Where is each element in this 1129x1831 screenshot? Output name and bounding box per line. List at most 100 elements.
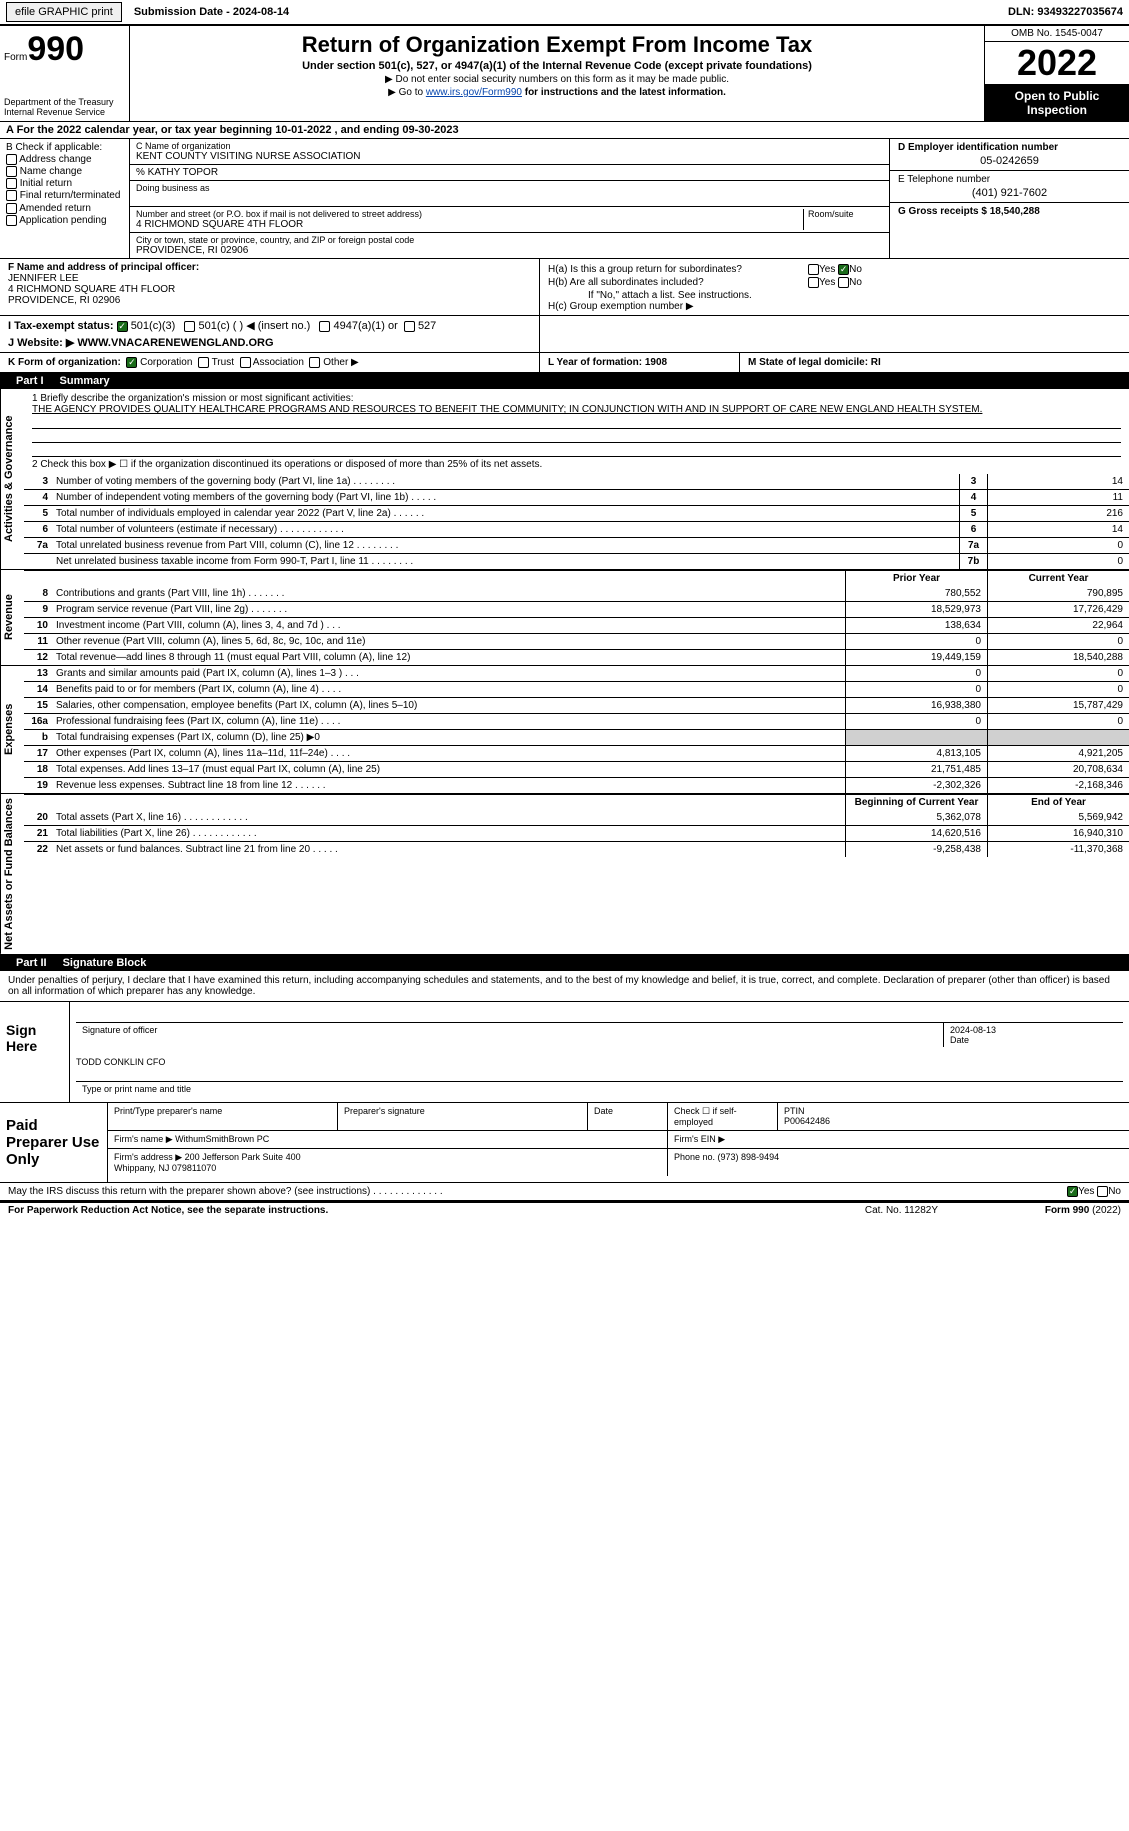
vtab-expenses: Expenses [0,666,24,793]
phone-value: (401) 921-7602 [898,185,1121,199]
gross-receipts: G Gross receipts $ 18,540,288 [898,206,1040,217]
header-right-block: OMB No. 1545-0047 2022 Open to Public In… [984,26,1129,121]
prior-year-hdr: Prior Year [845,571,987,586]
part2-header: Part II Signature Block [0,955,1129,971]
firm-name: WithumSmithBrown PC [175,1134,269,1144]
irs-link[interactable]: www.irs.gov/Form990 [426,87,522,98]
form-page-ref: Form 990 (2022) [1045,1205,1121,1216]
ein-label: D Employer identification number [898,142,1058,153]
line-9: 9Program service revenue (Part VIII, lin… [24,601,1129,617]
chk-4947[interactable] [319,321,330,332]
chk-final-return[interactable] [6,190,17,201]
chk-other[interactable] [309,357,320,368]
ha-label: H(a) Is this a group return for subordin… [548,264,808,275]
officer-addr2: PROVIDENCE, RI 02906 [8,295,531,306]
col-c-org-info: C Name of organizationKENT COUNTY VISITI… [130,139,889,258]
cat-no: Cat. No. 11282Y [865,1205,1045,1216]
section-bcd: B Check if applicable: Address change Na… [0,139,1129,259]
chk-app-pending[interactable] [6,215,17,226]
omb-number: OMB No. 1545-0047 [985,26,1129,42]
b-label: B Check if applicable: [6,142,123,153]
street-label: Number and street (or P.O. box if mail i… [136,209,803,219]
discuss-yes[interactable] [1067,1186,1078,1197]
chk-corp[interactable] [126,357,137,368]
hb-yes[interactable] [808,277,819,288]
discuss-no[interactable] [1097,1186,1108,1197]
part2-label: Part II [8,957,55,969]
prep-sig-label: Preparer's signature [338,1103,588,1130]
hc-label: H(c) Group exemption number ▶ [548,301,1121,312]
f-label: F Name and address of principal officer: [8,262,199,273]
form-note-1: ▶ Do not enter social security numbers o… [140,74,974,85]
chk-initial-return[interactable] [6,178,17,189]
line-18: 18Total expenses. Add lines 13–17 (must … [24,761,1129,777]
line-7b: Net unrelated business taxable income fr… [24,553,1129,569]
row-a-tax-year: A For the 2022 calendar year, or tax yea… [0,122,1129,139]
chk-name-change[interactable] [6,166,17,177]
chk-527[interactable] [404,321,415,332]
discuss-question: May the IRS discuss this return with the… [8,1186,1067,1197]
chk-501c3[interactable] [117,321,128,332]
line-7a: 7aTotal unrelated business revenue from … [24,537,1129,553]
dept-label: Department of the Treasury Internal Reve… [4,97,125,117]
room-label: Room/suite [808,209,883,219]
firm-name-label: Firm's name ▶ [114,1134,173,1144]
line-20: 20Total assets (Part X, line 16) . . . .… [24,810,1129,825]
self-emp-check: Check ☐ if self-employed [668,1103,778,1130]
form-number-block: Form990 Department of the Treasury Inter… [0,26,130,121]
form-note-2: ▶ Go to www.irs.gov/Form990 for instruct… [140,87,974,98]
form-subtitle: Under section 501(c), 527, or 4947(a)(1)… [140,60,974,72]
part1-label: Part I [8,375,52,387]
prep-name-label: Print/Type preparer's name [108,1103,338,1130]
vtab-revenue: Revenue [0,570,24,665]
sig-date-label: Date [950,1035,969,1045]
paperwork-notice: For Paperwork Reduction Act Notice, see … [8,1205,865,1216]
sign-here-label: Sign Here [0,1002,70,1102]
ha-no[interactable] [838,264,849,275]
line-4: 4Number of independent voting members of… [24,489,1129,505]
public-inspection: Open to Public Inspection [985,85,1129,121]
k-label: K Form of organization: [8,357,121,368]
tax-year: 2022 [985,42,1129,85]
efile-print-button[interactable]: efile GRAPHIC print [6,2,122,22]
phone-label: E Telephone number [898,174,990,185]
part1-title: Summary [60,375,110,387]
activities-governance-section: Activities & Governance 1 Briefly descri… [0,389,1129,570]
chk-amended[interactable] [6,203,17,214]
ptin-label: PTIN [784,1106,805,1116]
officer-addr1: 4 RICHMOND SQUARE 4TH FLOOR [8,284,531,295]
officer-name-title: TODD CONKLIN CFO [76,1057,1123,1067]
chk-address-change[interactable] [6,154,17,165]
firm-ein-label: Firm's EIN ▶ [668,1131,1129,1148]
org-name: KENT COUNTY VISITING NURSE ASSOCIATION [136,151,883,162]
website-label: J Website: ▶ WWW.VNACARENEWENGLAND.ORG [8,337,274,349]
line-6: 6Total number of volunteers (estimate if… [24,521,1129,537]
q1-label: 1 Briefly describe the organization's mi… [32,393,1121,404]
tax-exempt-label: I Tax-exempt status: [8,320,114,332]
col-d-ein: D Employer identification number05-02426… [889,139,1129,258]
l-year-formation: L Year of formation: 1908 [548,357,667,368]
line-5: 5Total number of individuals employed in… [24,505,1129,521]
net-assets-section: Net Assets or Fund Balances Beginning of… [0,794,1129,955]
line-16a: 16aProfessional fundraising fees (Part I… [24,713,1129,729]
part2-title: Signature Block [63,957,147,969]
line-14: 14Benefits paid to or for members (Part … [24,681,1129,697]
mission-text: THE AGENCY PROVIDES QUALITY HEALTHCARE P… [32,404,1121,415]
form-title: Return of Organization Exempt From Incom… [140,32,974,58]
chk-assoc[interactable] [240,357,251,368]
line-15: 15Salaries, other compensation, employee… [24,697,1129,713]
ha-yes[interactable] [808,264,819,275]
row-i-j: I Tax-exempt status: 501(c)(3) 501(c) ( … [0,316,1129,353]
chk-501c[interactable] [184,321,195,332]
revenue-section: Revenue Prior YearCurrent Year 8Contribu… [0,570,1129,666]
chk-trust[interactable] [198,357,209,368]
part1-header: Part I Summary [0,373,1129,389]
dba-label: Doing business as [136,183,883,193]
vtab-governance: Activities & Governance [0,389,24,569]
line-21: 21Total liabilities (Part X, line 26) . … [24,825,1129,841]
perjury-declaration: Under penalties of perjury, I declare th… [0,971,1129,1002]
m-state-domicile: M State of legal domicile: RI [748,357,881,368]
expenses-section: Expenses 13Grants and similar amounts pa… [0,666,1129,794]
hb-no[interactable] [838,277,849,288]
firm-addr-label: Firm's address ▶ [114,1152,182,1162]
